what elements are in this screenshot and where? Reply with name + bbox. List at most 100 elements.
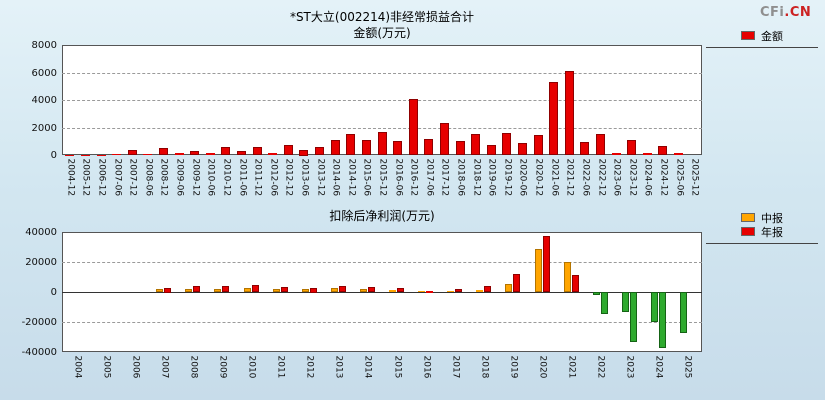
top-chart-legend: 金额 <box>706 27 818 48</box>
bar-中报-2019 <box>505 284 512 292</box>
bar-金额-2017-06 <box>424 139 433 155</box>
bar-中报-2015 <box>389 290 396 292</box>
nonrecurring-gains-xtick-2024-06: 2024-06 <box>642 158 653 197</box>
nonrecurring-gains-xtick-2004-12: 2004-12 <box>65 158 76 197</box>
bar-中报-2021 <box>564 262 571 292</box>
bar-中报-2020 <box>535 249 542 292</box>
amount-series-label: 金额 <box>761 29 783 43</box>
nonrecurring-gains-xtick-2022-06: 2022-06 <box>580 158 591 197</box>
bar-金额-2022-12 <box>596 134 605 155</box>
cfi-logo: CFi.CN <box>760 5 811 20</box>
net-profit-after-deduction-xtick-2022: 2022 <box>595 355 606 379</box>
annual-series-label: 年报 <box>761 225 783 239</box>
nonrecurring-gains-xtick-2018-06: 2018-06 <box>455 158 466 197</box>
legend-item-amount: 金额 <box>741 29 783 43</box>
bar-年报-2011 <box>281 287 288 292</box>
logo-prefix: CFi <box>760 5 785 20</box>
bar-金额-2012-06 <box>268 153 277 155</box>
nonrecurring-gains-ytick-0: 0 <box>50 150 57 161</box>
net-profit-after-deduction-xtick-2010: 2010 <box>246 355 257 379</box>
bar-中报-2014 <box>360 289 367 292</box>
net-profit-after-deduction-xtick-2011: 2011 <box>275 355 286 379</box>
nonrecurring-gains-xtick-2017-06: 2017-06 <box>424 158 435 197</box>
net-profit-after-deduction-xtick-2013: 2013 <box>333 355 344 379</box>
bar-金额-2007-06 <box>112 154 121 155</box>
net-profit-after-deduction-xtick-2018: 2018 <box>479 355 490 379</box>
nonrecurring-gains-xtick-2015-06: 2015-06 <box>361 158 372 197</box>
bar-年报-2023 <box>630 292 637 342</box>
nonrecurring-gains-xtick-2010-06: 2010-06 <box>205 158 216 197</box>
nonrecurring-gains-grid-2000 <box>62 128 702 129</box>
nonrecurring-gains-xtick-2008-06: 2008-06 <box>143 158 154 197</box>
bar-金额-2004-12 <box>65 155 74 156</box>
bar-中报-2016 <box>418 291 425 292</box>
legend-item-annual: 年报 <box>741 225 783 239</box>
bar-年报-2018 <box>484 286 491 292</box>
nonrecurring-gains-xtick-2023-06: 2023-06 <box>611 158 622 197</box>
net-profit-after-deduction-xtick-2025: 2025 <box>682 355 693 379</box>
net-profit-after-deduction-ytick-0: 0 <box>50 287 57 298</box>
nonrecurring-gains-ytick-6000: 6000 <box>31 68 57 79</box>
nonrecurring-gains-xtick-2008-12: 2008-12 <box>158 158 169 197</box>
bar-中报-2008 <box>185 289 192 292</box>
bar-金额-2009-12 <box>190 151 199 155</box>
nonrecurring-gains-ytick-8000: 8000 <box>31 40 57 51</box>
net-profit-after-deduction-xtick-2020: 2020 <box>537 355 548 379</box>
nonrecurring-gains-xtick-2009-06: 2009-06 <box>174 158 185 197</box>
bar-年报-2016 <box>426 291 433 293</box>
net-profit-after-deduction-xtick-2006: 2006 <box>130 355 141 379</box>
nonrecurring-gains-xtick-2015-12: 2015-12 <box>377 158 388 197</box>
bar-金额-2011-06 <box>237 151 246 155</box>
bar-中报-2009 <box>214 289 221 292</box>
bar-年报-2019 <box>513 274 520 292</box>
bar-金额-2018-06 <box>456 141 465 155</box>
top-chart-subtitle: 金额(万元) <box>353 26 411 40</box>
nonrecurring-gains-xtick-2023-12: 2023-12 <box>627 158 638 197</box>
bar-金额-2014-12 <box>346 134 355 155</box>
bottom-chart-legend: 中报 年报 <box>706 209 818 244</box>
bar-金额-2005-12 <box>81 155 90 156</box>
interim-series-label: 中报 <box>761 211 783 225</box>
bar-金额-2021-12 <box>565 71 574 155</box>
legend-item-interim: 中报 <box>741 211 783 225</box>
top-chart-title: *ST大立(002214)非经常损益合计 <box>289 10 475 24</box>
nonrecurring-gains-xtick-2012-12: 2012-12 <box>283 158 294 197</box>
net-profit-after-deduction-xtick-2023: 2023 <box>624 355 635 379</box>
nonrecurring-gains-xtick-2009-12: 2009-12 <box>190 158 201 197</box>
bar-金额-2012-12 <box>284 145 293 155</box>
net-profit-after-deduction-xtick-2008: 2008 <box>188 355 199 379</box>
bottom-chart-title: 扣除后净利润(万元) <box>329 209 435 223</box>
net-profit-after-deduction-xtick-2017: 2017 <box>450 355 461 379</box>
bar-金额-2016-06 <box>393 141 402 155</box>
bar-金额-2020-12 <box>534 135 543 155</box>
bar-年报-2010 <box>252 285 259 292</box>
bar-中报-2017 <box>447 291 454 292</box>
net-profit-after-deduction-xtick-2007: 2007 <box>159 355 170 379</box>
amount-series-swatch <box>741 31 755 40</box>
nonrecurring-gains-xtick-2014-12: 2014-12 <box>346 158 357 197</box>
bar-中报-2013 <box>331 288 338 292</box>
net-profit-after-deduction-xtick-2005: 2005 <box>101 355 112 379</box>
bar-金额-2010-12 <box>221 147 230 155</box>
nonrecurring-gains-xtick-2012-06: 2012-06 <box>268 158 279 197</box>
interim-series-swatch <box>741 213 755 222</box>
net-profit-after-deduction-xtick-2012: 2012 <box>304 355 315 379</box>
nonrecurring-gains-xtick-2022-12: 2022-12 <box>596 158 607 197</box>
bar-金额-2007-12 <box>128 150 137 155</box>
net-profit-after-deduction-grid-20000 <box>62 262 702 263</box>
bar-年报-2008 <box>193 286 200 292</box>
nonrecurring-gains-xtick-2020-06: 2020-06 <box>517 158 528 197</box>
bar-金额-2019-12 <box>502 133 511 155</box>
bar-金额-2006-12 <box>97 155 106 156</box>
bar-年报-2007 <box>164 288 171 293</box>
bar-金额-2014-06 <box>331 140 340 155</box>
bar-年报-2013 <box>339 286 346 292</box>
nonrecurring-gains-xtick-2024-12: 2024-12 <box>658 158 669 197</box>
bar-金额-2017-12 <box>440 123 449 155</box>
bar-中报-2012 <box>302 289 309 292</box>
net-profit-after-deduction-ytick--40000: -40000 <box>21 347 57 358</box>
net-profit-after-deduction-grid--20000 <box>62 322 702 323</box>
net-profit-after-deduction-xtick-2016: 2016 <box>421 355 432 379</box>
